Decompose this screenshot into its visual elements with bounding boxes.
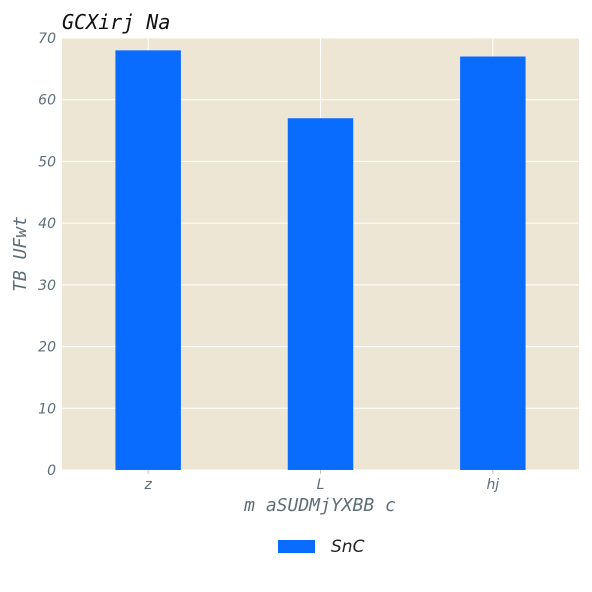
legend-label: SnC <box>331 537 365 557</box>
y-tick-label: 60 <box>38 93 56 109</box>
x-axis-label: m aSUDMjYXBB c <box>243 495 396 516</box>
x-tick-label: L <box>317 477 325 493</box>
y-tick-label: 70 <box>38 31 56 47</box>
bar-hj <box>460 56 526 471</box>
legend-swatch <box>278 540 315 553</box>
y-axis-ticks: 0 10 20 30 40 50 60 70 <box>38 31 56 479</box>
x-tick-label: hj <box>486 477 499 493</box>
chart-title: GCXirj Na <box>62 10 170 34</box>
y-tick-label: 50 <box>38 154 56 170</box>
y-axis-label: TB UFwt <box>10 216 31 292</box>
bar-L <box>287 118 354 470</box>
x-tick-label: z <box>143 477 152 493</box>
y-tick-label: 40 <box>38 216 56 232</box>
bar-z <box>115 50 181 470</box>
y-tick-label: 10 <box>38 401 56 417</box>
y-tick-label: 30 <box>38 278 56 294</box>
legend: SnC <box>278 537 365 557</box>
y-tick-label: 20 <box>38 340 56 356</box>
bar-series <box>115 50 526 471</box>
y-tick-label: 0 <box>47 463 56 479</box>
